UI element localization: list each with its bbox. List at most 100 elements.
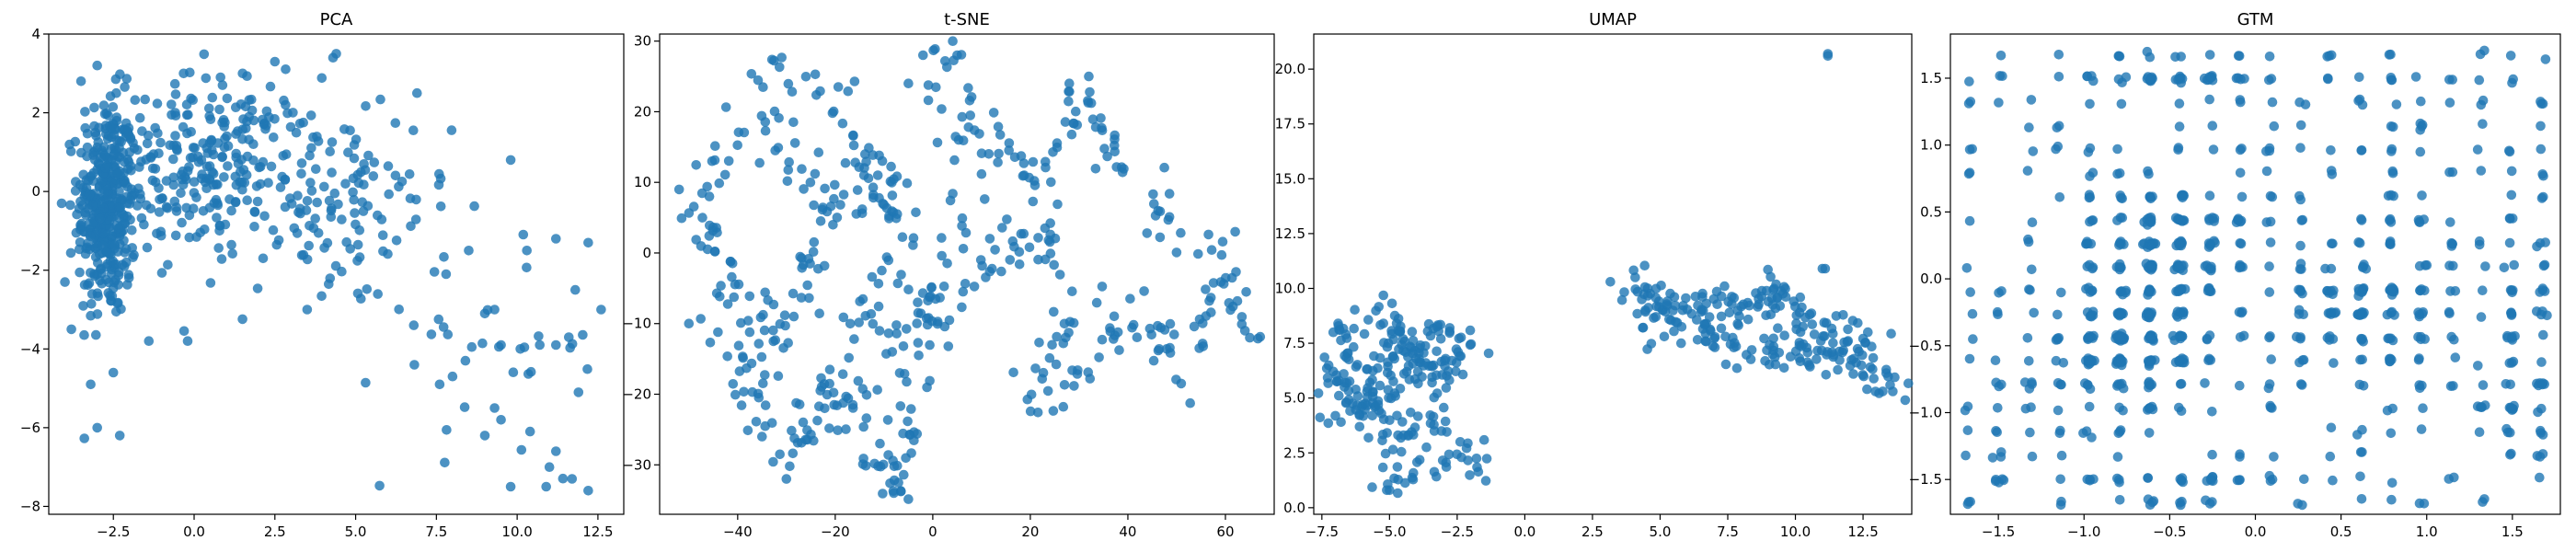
data-point [730,389,741,400]
data-point [56,198,67,209]
data-point [883,328,894,339]
data-point [1697,292,1708,303]
data-point [913,297,923,308]
data-point [809,236,820,247]
data-point [1330,410,1340,421]
data-point [343,147,353,157]
data-point [205,114,216,124]
data-point [2295,284,2306,295]
data-point [2269,121,2280,132]
data-point [1374,352,1386,363]
data-point [107,202,117,213]
data-point [308,132,318,143]
data-point [2417,380,2427,391]
data-point [1616,294,1627,305]
data-point [95,213,106,224]
data-point [855,296,865,306]
data-point [957,111,968,122]
data-point [1208,278,1219,288]
data-point [756,351,767,362]
data-point [858,454,868,464]
data-point [1086,98,1097,109]
data-point [1367,482,1377,492]
data-point [2204,50,2215,60]
data-point [753,75,764,86]
data-point [1772,293,1782,303]
chart-title: t-SNE [944,10,990,29]
data-point [1064,86,1074,97]
x-tick-label: −40 [723,523,753,540]
data-point [2382,405,2393,416]
x-tick-label: 10.0 [501,523,532,540]
data-point [408,125,419,135]
data-point [75,196,86,207]
data-point [810,69,821,80]
data-point [2447,239,2457,249]
data-point [1060,117,1071,127]
data-point [1345,406,1355,417]
data-point [776,52,787,63]
data-point [891,320,902,330]
data-point [1072,369,1083,379]
data-point [828,106,839,117]
data-point [1110,146,1120,157]
data-point [2356,145,2367,155]
data-point [719,169,730,180]
data-point [814,308,824,319]
data-point [1962,425,1973,436]
data-point [558,473,569,484]
data-point [319,181,329,192]
data-point [760,287,770,298]
data-point [977,260,987,271]
data-point [1105,326,1116,337]
data-point [1862,384,1872,395]
data-point [766,54,777,65]
data-point [130,95,141,105]
data-point [2447,167,2458,178]
data-point [697,213,707,223]
data-point [722,351,732,362]
data-point [358,206,369,216]
data-point [702,181,712,192]
data-point [2499,262,2510,273]
data-point [958,286,969,297]
data-point [908,233,919,243]
data-point [352,239,363,250]
data-point [349,194,360,205]
data-point [1435,334,1446,344]
data-point [1991,426,2001,436]
data-point [2386,333,2396,344]
data-point [887,190,898,201]
data-point [177,217,187,228]
data-point [716,281,726,291]
data-point [882,415,893,425]
data-point [1809,329,1820,339]
data-point [2147,497,2157,508]
data-point [2540,54,2551,64]
data-point [377,230,388,240]
data-point [390,170,401,181]
data-point [843,86,854,97]
data-point [82,242,92,253]
data-point [142,138,153,149]
data-point [505,481,516,492]
data-point [2295,240,2306,251]
data-point [883,255,894,266]
data-point [1848,353,1859,364]
data-point [112,168,123,178]
data-point [2505,427,2515,438]
data-point [83,280,93,291]
data-point [860,311,871,321]
data-point [153,128,163,139]
data-point [213,243,224,253]
data-point [248,155,259,166]
data-point [854,317,864,328]
data-point [1478,434,1489,445]
data-point [123,156,134,167]
data-point [101,108,112,119]
data-point [1059,380,1070,390]
data-point [2087,71,2097,81]
data-point [1336,417,1346,428]
data-point [121,74,132,84]
data-point [960,227,972,238]
